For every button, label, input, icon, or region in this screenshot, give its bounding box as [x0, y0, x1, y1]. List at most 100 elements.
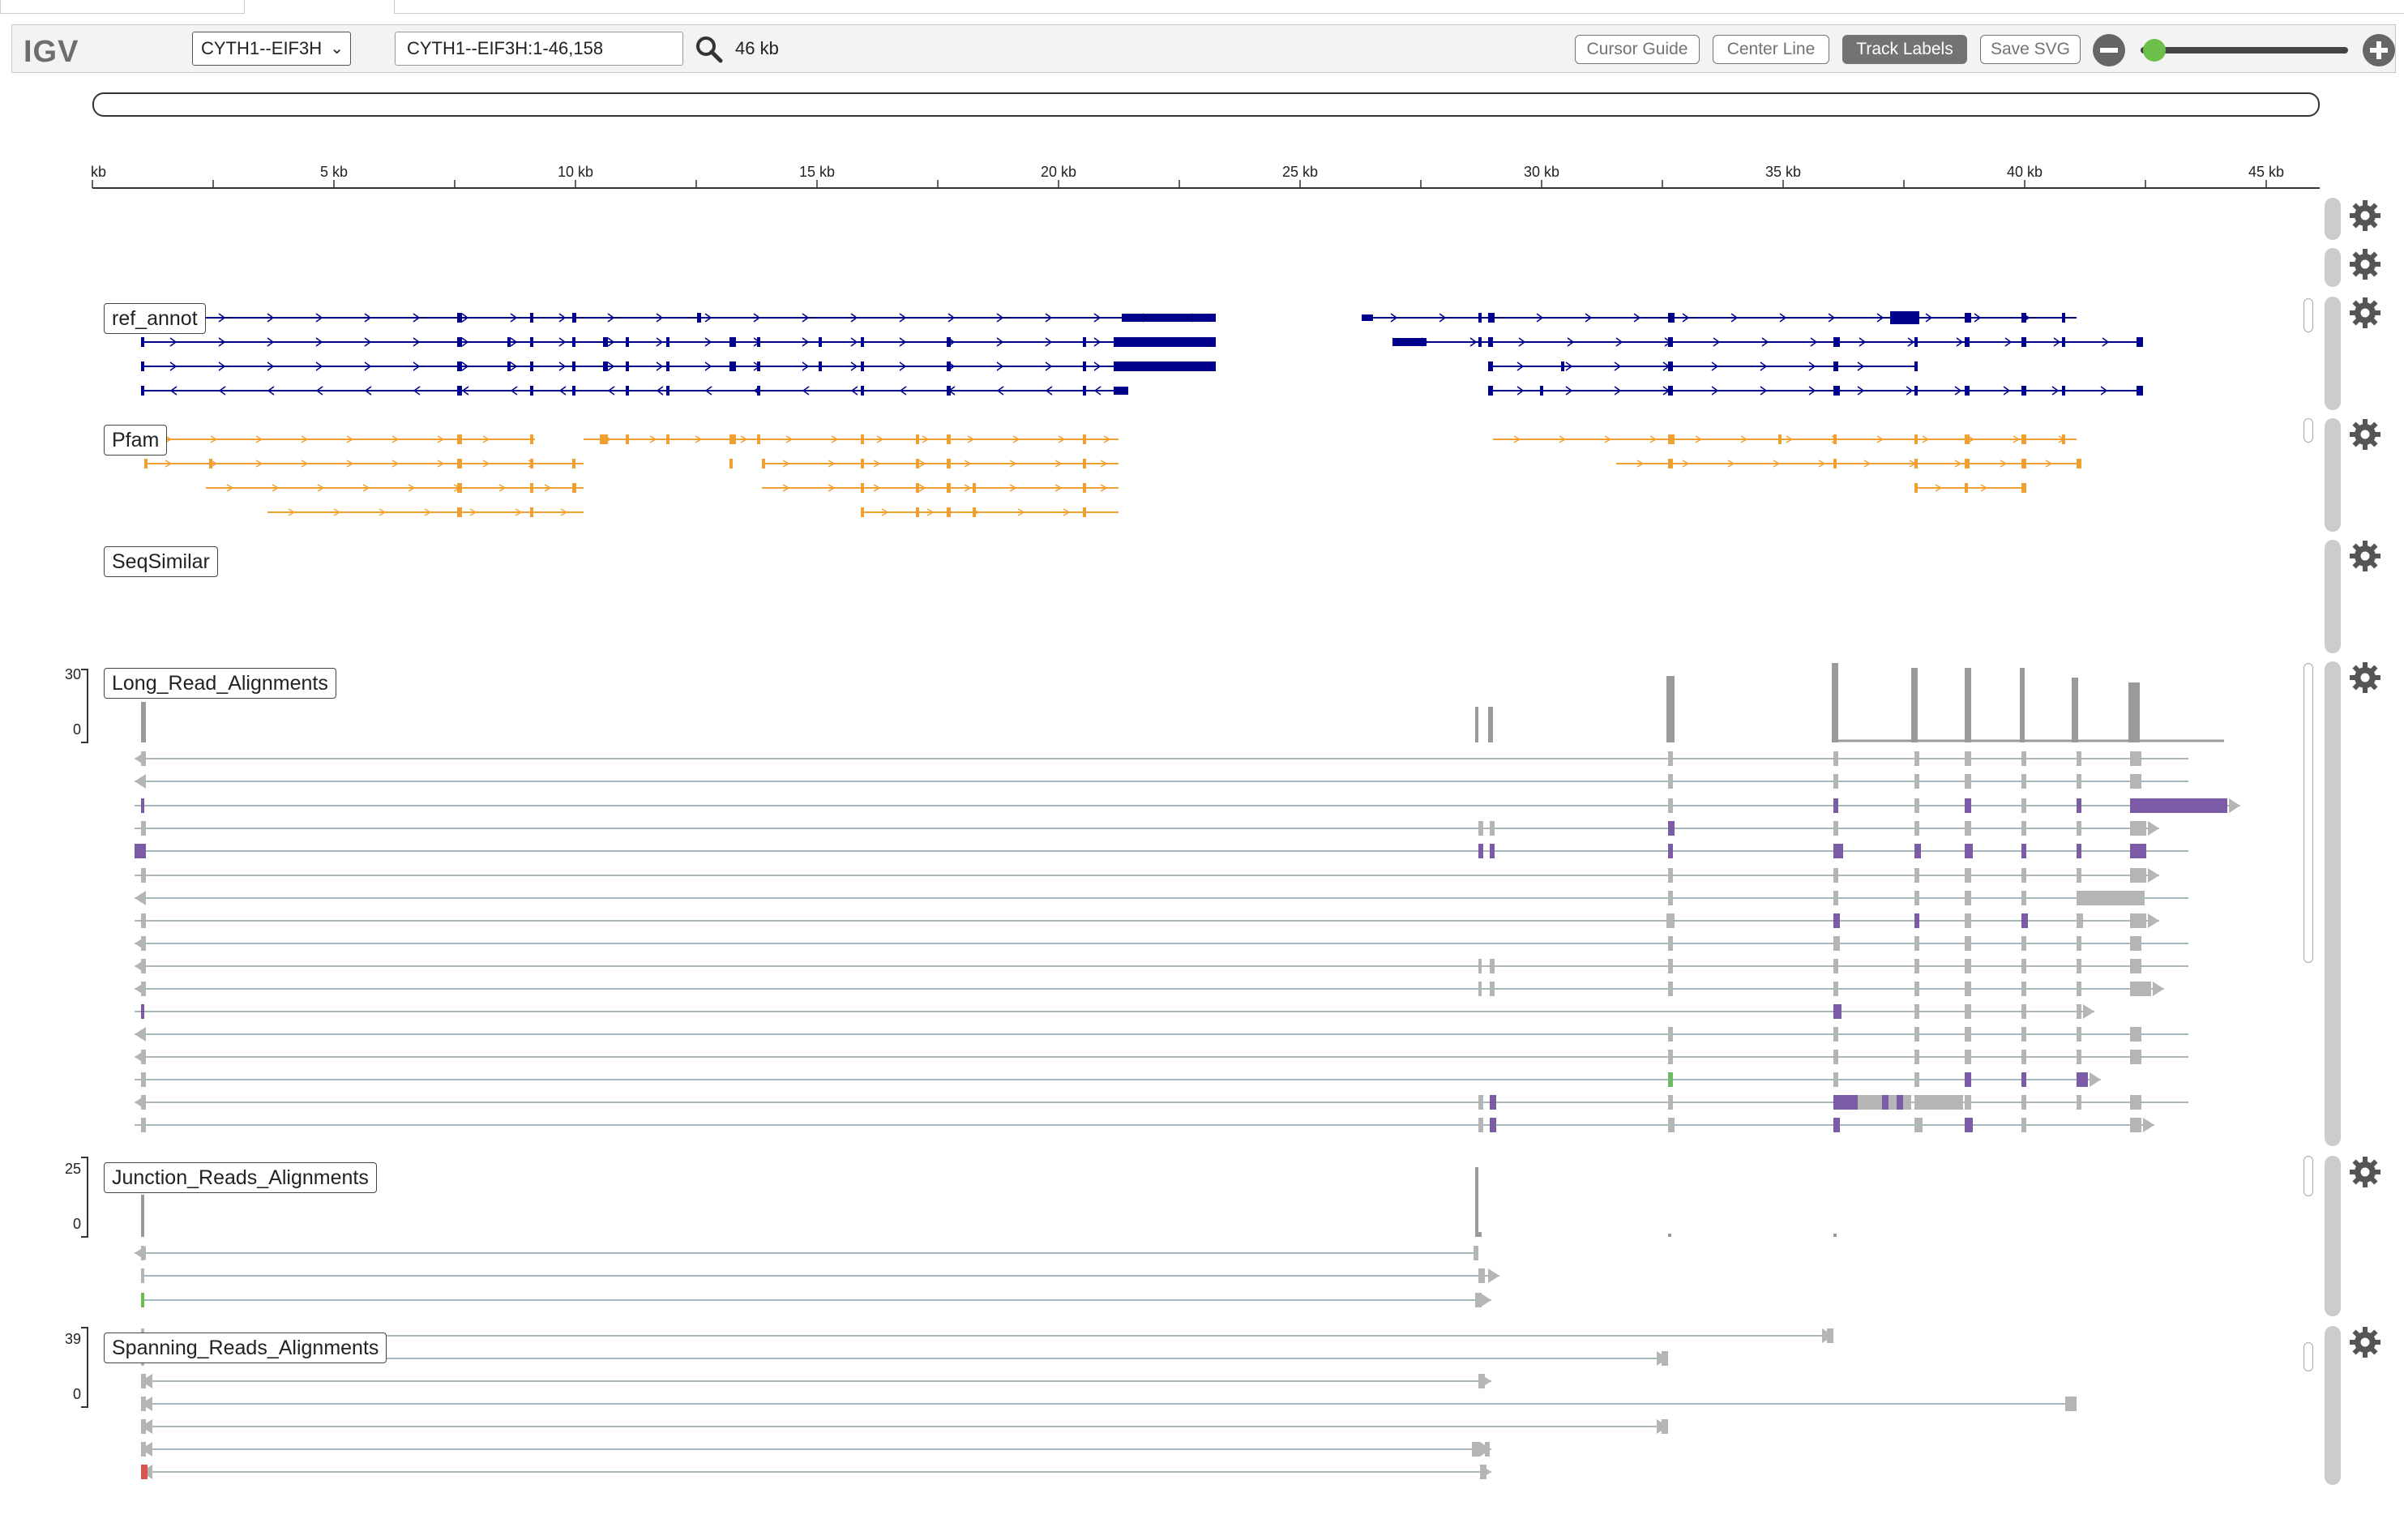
strand-arrow [918, 484, 926, 492]
gene-exon [861, 386, 864, 396]
strand-arrow [1682, 313, 1690, 323]
strand-arrow [964, 460, 972, 468]
gear-icon[interactable] [2349, 418, 2381, 451]
pfam-exon [861, 434, 864, 444]
read-block [1485, 1442, 1490, 1457]
gene-exon [666, 386, 669, 396]
strand-arrow [1682, 460, 1690, 468]
strand-arrow [802, 361, 810, 371]
gear-icon[interactable] [2349, 297, 2381, 329]
track-drag-handle[interactable] [2325, 248, 2341, 287]
read-block [1914, 821, 1919, 836]
track-drag-handle[interactable] [2325, 540, 2341, 653]
center-line-button[interactable]: Center Line [1713, 35, 1829, 64]
gear-icon[interactable] [2349, 1326, 2381, 1358]
track-drag-handle[interactable] [2325, 418, 2341, 532]
strand-arrow [1633, 313, 1641, 323]
data-range-min: 0 [72, 1216, 81, 1232]
read-block [1478, 959, 1482, 973]
pfam-exon [1668, 434, 1675, 444]
strand-arrow [607, 361, 615, 371]
read-block [2077, 1004, 2081, 1019]
strand-arrow [1818, 460, 1826, 468]
strand-arrow [1017, 508, 1025, 516]
strand-arrow [1713, 337, 1721, 347]
track-drag-handle[interactable] [2325, 297, 2341, 410]
read-block [1833, 913, 1840, 928]
strand-arrow [1516, 361, 1525, 371]
coverage-bar [1965, 668, 1971, 742]
gear-icon[interactable] [2349, 248, 2381, 280]
track-labels-button[interactable]: Track Labels [1842, 35, 1967, 64]
coverage-bar [1911, 668, 1918, 742]
chromosome-ideogram[interactable] [92, 92, 2320, 117]
zoom-out-icon[interactable] [2092, 33, 2126, 67]
read-block [1965, 821, 1971, 836]
coverage-bar [141, 702, 146, 742]
pfam-exon [603, 434, 608, 444]
track-scrollbar[interactable] [2303, 418, 2313, 443]
track-scrollbar[interactable] [2303, 663, 2313, 963]
strand-arrow [1810, 337, 1818, 347]
read-block [1965, 798, 1971, 813]
gene-exon [457, 361, 462, 371]
read-block [1662, 1419, 1668, 1434]
search-icon[interactable] [695, 35, 724, 64]
strand-arrow [1956, 337, 1964, 347]
track-scrollbar[interactable] [2303, 298, 2313, 332]
gene-exon [1478, 313, 1482, 323]
track-label-ref-annot[interactable]: ref_annot [104, 303, 206, 334]
read-block [1668, 1050, 1673, 1064]
gear-icon[interactable] [2349, 540, 2381, 572]
read-block [1833, 1027, 1838, 1042]
tab[interactable] [394, 0, 2404, 14]
strand-arrow [255, 435, 263, 443]
pfam-exon [1083, 507, 1086, 517]
gene-exon [947, 361, 951, 371]
read-block [1965, 959, 1971, 973]
gene-exon [2021, 386, 2026, 396]
gene-exon [603, 361, 608, 371]
track-scrollbar[interactable] [2303, 1156, 2313, 1196]
strand-arrow [560, 508, 568, 516]
save-svg-button[interactable]: Save SVG [1980, 35, 2081, 64]
track-label-pfam[interactable]: Pfam [104, 425, 168, 456]
gene-exon [1914, 337, 1918, 347]
read-strand-arrow [141, 1374, 152, 1388]
zoom-slider-thumb[interactable] [2143, 39, 2167, 62]
pfam-exon [530, 459, 533, 468]
gear-icon[interactable] [2349, 1156, 2381, 1188]
track-drag-handle[interactable] [2325, 198, 2341, 240]
pfam-exon [947, 507, 951, 517]
genome-select[interactable]: CYTH1--EIF3H ⌄ [192, 32, 351, 66]
strand-arrow [704, 386, 712, 396]
zoom-slider[interactable] [2141, 47, 2348, 53]
track-label-junction-reads-alignments[interactable]: Junction_Reads_Alignments [104, 1162, 377, 1193]
zoom-in-icon[interactable] [2362, 33, 2396, 67]
igv-track-area[interactable] [0, 122, 2404, 1540]
track-label-spanning-reads-alignments[interactable]: Spanning_Reads_Alignments [104, 1333, 387, 1363]
gear-icon[interactable] [2349, 199, 2381, 232]
tab[interactable] [0, 0, 245, 14]
read-block [2130, 868, 2146, 883]
track-scrollbar[interactable] [2303, 1342, 2313, 1371]
strand-arrow [1058, 435, 1066, 443]
track-label-seqsimilar[interactable]: SeqSimilar [104, 546, 218, 577]
data-range-bracket [81, 669, 88, 743]
strand-arrow [1054, 484, 1063, 492]
track-drag-handle[interactable] [2325, 661, 2341, 1146]
strand-arrow [782, 484, 790, 492]
cursor-guide-button[interactable]: Cursor Guide [1575, 35, 1700, 64]
track-label-long-read-alignments[interactable]: Long_Read_Alignments [104, 668, 336, 699]
track-drag-handle[interactable] [2325, 1326, 2341, 1485]
track-drag-handle[interactable] [2325, 1156, 2341, 1316]
pfam-exon [1965, 483, 1968, 493]
gene-exon [572, 313, 576, 323]
strand-arrow [510, 313, 518, 323]
strand-arrow [558, 361, 567, 371]
gene-exon [947, 386, 951, 396]
read-block [1490, 1095, 1496, 1110]
strand-arrow [802, 386, 810, 396]
locus-search-input[interactable] [395, 32, 683, 66]
gear-icon[interactable] [2349, 661, 2381, 694]
